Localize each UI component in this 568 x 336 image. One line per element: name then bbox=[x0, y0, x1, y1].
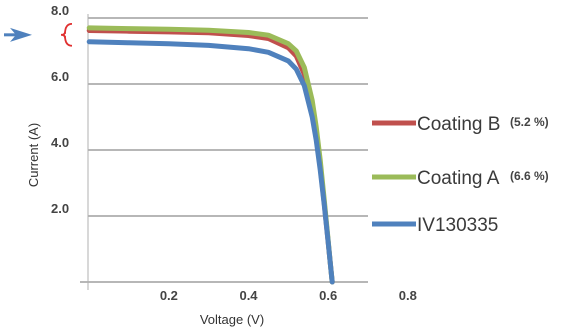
x-tick-label: 0.6 bbox=[319, 288, 337, 303]
arrow-icon bbox=[10, 27, 32, 42]
legend-label: IV130335 bbox=[417, 215, 498, 236]
legend-note: (5.2 %) bbox=[510, 115, 549, 129]
x-tick-label: 0.2 bbox=[160, 288, 178, 303]
x-tick-label: 0.8 bbox=[399, 288, 417, 303]
legend-note: (6.6 %) bbox=[510, 169, 549, 183]
y-tick-label: 8.0 bbox=[51, 3, 69, 18]
brace-mark bbox=[60, 23, 73, 47]
legend: Coating B (5.2 %) Coating A (6.6 %) IV130335 bbox=[372, 114, 549, 236]
x-axis-title: Voltage (V) bbox=[200, 312, 264, 327]
series-lines bbox=[86, 25, 335, 285]
y-tick-label: 4.0 bbox=[51, 135, 69, 150]
y-axis-title: Current (A) bbox=[26, 123, 41, 187]
y-tick-label: 2.0 bbox=[51, 201, 69, 216]
series-line-2 bbox=[86, 39, 335, 285]
legend-label: Coating A bbox=[417, 168, 500, 189]
legend-label: Coating B bbox=[417, 114, 500, 135]
annotation-marks bbox=[4, 23, 73, 47]
x-tick-label: 0.4 bbox=[239, 288, 258, 303]
y-tick-label: 6.0 bbox=[51, 69, 69, 84]
axes: 2.0 4.0 6.0 8.0 0.2 0.4 0.6 0.8 bbox=[51, 3, 417, 303]
